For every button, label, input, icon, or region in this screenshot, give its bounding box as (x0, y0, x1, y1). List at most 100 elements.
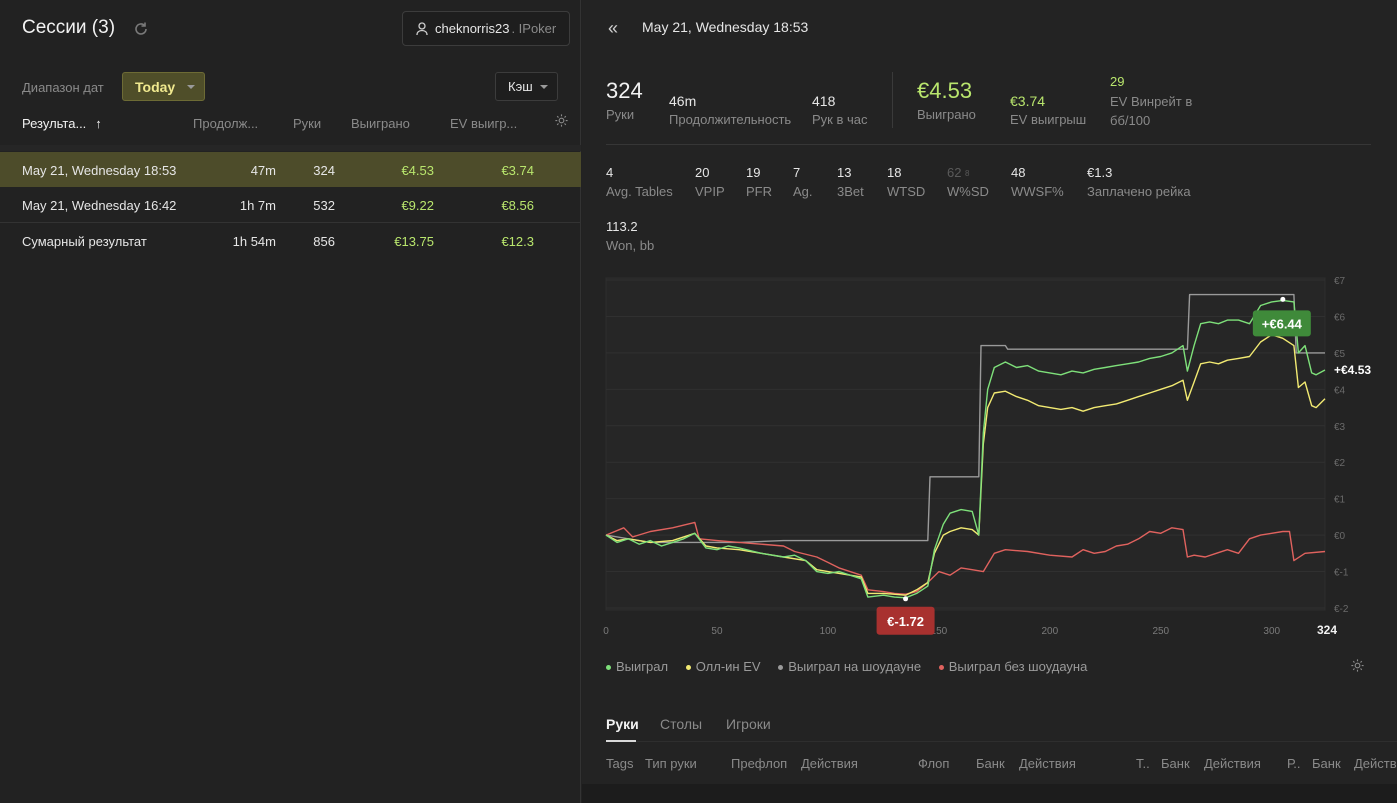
hands-col-tags[interactable]: Tags (606, 756, 634, 771)
stat-subvalue: 8 (965, 169, 970, 178)
trough-label-box (876, 606, 935, 635)
legend-showdown[interactable]: Выиграл на шоудауне (778, 659, 921, 674)
hands-col-river[interactable]: Р.. (1287, 756, 1301, 771)
refresh-icon[interactable] (132, 20, 150, 38)
x-tick-label: 100 (820, 626, 837, 637)
y-tick-label: €7 (1334, 276, 1346, 287)
active-tab-indicator (606, 740, 636, 742)
hands-col-preflop-actions[interactable]: Действия (801, 756, 858, 771)
duration-value: 46m (669, 93, 697, 109)
hands-col-flop-pot[interactable]: Банк (976, 756, 1005, 771)
row-hands: 856 (313, 234, 335, 249)
duration-label: Продолжительность (669, 112, 792, 127)
ev-won-label: EV выигрыш (1010, 112, 1087, 127)
row-date: May 21, Wednesday 18:53 (22, 163, 177, 178)
column-result[interactable]: Результа... ↑ (22, 116, 102, 131)
stat-value: 19 (746, 165, 761, 180)
x-tick-label: 200 (1041, 626, 1058, 637)
series-line[interactable] (605, 521, 1326, 595)
row-won: €4.53 (401, 163, 434, 178)
y-tick-label: €-2 (1334, 604, 1349, 615)
x-tick-label: 324 (1317, 623, 1337, 637)
tab-tables[interactable]: Столы (660, 716, 703, 732)
end-value-label: +€4.53 (1334, 363, 1371, 377)
legend-dot (778, 665, 784, 671)
series-line[interactable] (605, 334, 1326, 596)
ev-winrate-value: 29 (1110, 74, 1125, 89)
hands-col-turn[interactable]: Т.. (1136, 756, 1150, 771)
user-icon (416, 21, 428, 35)
won-bb-label: Won, bb (606, 238, 655, 253)
gear-icon[interactable] (554, 113, 569, 128)
trough-marker (903, 596, 909, 602)
summary-row: Сумарный результат 1h 54m 856 €13.75 €12… (0, 223, 581, 258)
legend-dot (938, 665, 944, 671)
row-hands: 324 (313, 163, 335, 178)
hands-label: Руки (606, 107, 635, 122)
row-divider (0, 222, 581, 223)
legend-non-showdown[interactable]: Выиграл без шоудауна (938, 659, 1088, 674)
stat-label: Avg. Tables (606, 184, 673, 199)
tabs-divider (606, 741, 1397, 742)
tab-hands[interactable]: Руки (606, 716, 639, 732)
hands-col-preflop[interactable]: Префлоп (731, 756, 788, 771)
series-line[interactable] (605, 293, 1325, 544)
x-tick-label: 300 (1263, 626, 1280, 637)
stat-label: WWSF% (1011, 184, 1064, 199)
stat-value: 20 (695, 165, 710, 180)
chart-legend: Выиграл Олл-ин EV Выиграл на шоудауне Вы… (606, 659, 1087, 674)
gear-icon[interactable] (1350, 658, 1365, 673)
session-row[interactable]: May 21, Wednesday 16:42 1h 7m 532 €9.22 … (0, 187, 581, 222)
session-row[interactable]: May 21, Wednesday 18:53 47m 324 €4.53 €3… (0, 152, 581, 187)
legend-dot (685, 665, 691, 671)
hands-col-river-pot[interactable]: Банк (1312, 756, 1341, 771)
row-ev: €8.56 (501, 198, 534, 213)
column-duration[interactable]: Продолж... (193, 116, 259, 131)
collapse-icon[interactable]: « (608, 18, 619, 38)
hands-col-turn-pot[interactable]: Банк (1161, 756, 1190, 771)
y-tick-label: €1 (1334, 495, 1346, 506)
y-tick-label: €4 (1334, 385, 1346, 396)
series-line[interactable] (605, 299, 1326, 599)
game-type-dropdown[interactable]: Кэш (495, 72, 558, 101)
profit-chart[interactable]: €7 €6 €5 €4 €3 €2 €1 €0 €-1 €-2 0 50 100 150 200 250 300… (582, 270, 1397, 645)
hands-col-flop-actions[interactable]: Действия (1019, 756, 1076, 771)
chevron-down-icon (187, 85, 195, 89)
hands-col-turn-actions[interactable]: Действия (1204, 756, 1261, 771)
peak-marker (1280, 296, 1286, 302)
date-range-value: Today (135, 78, 176, 95)
legend-allin-ev[interactable]: Олл-ин EV (685, 659, 761, 674)
column-won[interactable]: Выиграно (351, 116, 410, 131)
column-hands[interactable]: Руки (293, 116, 322, 131)
y-tick-label: €3 (1334, 422, 1346, 433)
row-duration: 47m (250, 163, 276, 178)
y-tick-label: €2 (1334, 458, 1346, 469)
date-range-label: Диапазон дат (22, 80, 104, 95)
row-won: €13.75 (394, 234, 434, 249)
tab-players[interactable]: Игроки (726, 716, 771, 732)
legend-won[interactable]: Выиграл (606, 659, 668, 674)
y-tick-label: €-1 (1334, 568, 1349, 579)
game-type-value: Кэш (508, 79, 533, 94)
hands-value: 324 (606, 78, 643, 103)
column-result-label: Результа... (22, 116, 87, 131)
row-duration: 1h 7m (239, 198, 276, 213)
stat-label: 3Bet (837, 184, 864, 199)
hands-col-type[interactable]: Тип руки (645, 756, 697, 771)
hands-col-river-actions[interactable]: Действ (1354, 756, 1397, 771)
ev-won-value: €3.74 (1010, 93, 1046, 109)
hands-col-flop[interactable]: Флоп (918, 756, 950, 771)
header-divider (0, 145, 581, 151)
stat-label: Заплачено рейка (1087, 184, 1191, 199)
y-tick-label: €5 (1334, 349, 1346, 360)
stat-label: VPIP (695, 184, 725, 199)
column-ev[interactable]: EV выигр... (450, 116, 518, 131)
legend-non-showdown-label: Выиграл без шоудауна (948, 659, 1088, 674)
stats-divider (892, 72, 893, 128)
date-range-dropdown[interactable]: Today (122, 72, 205, 101)
sort-arrow-icon: ↑ (95, 116, 102, 131)
y-tick-label: €6 (1334, 312, 1346, 323)
legend-won-label: Выиграл (616, 659, 669, 674)
sessions-title: Сессии (3) (22, 17, 116, 38)
account-button[interactable]: cheknorris23. IPoker (402, 11, 570, 46)
